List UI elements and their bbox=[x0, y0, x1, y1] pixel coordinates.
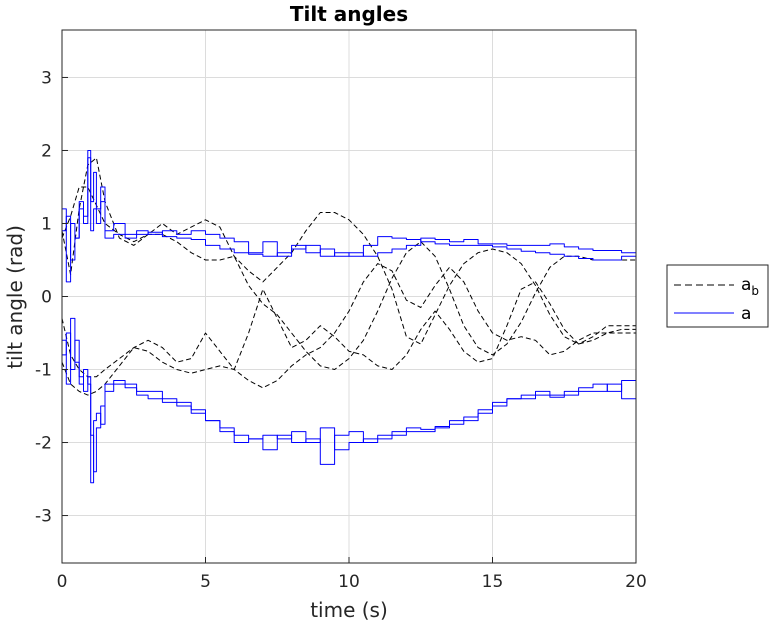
series-lines bbox=[61, 150, 637, 484]
y-tick-label: -2 bbox=[35, 434, 52, 454]
legend-label-a: a bbox=[741, 304, 751, 324]
x-axis-label: time (s) bbox=[310, 598, 388, 622]
series-line-a-b-0 bbox=[61, 157, 636, 345]
y-axis-label: tilt angle (rad) bbox=[3, 225, 27, 369]
x-tick-label: 20 bbox=[625, 572, 647, 592]
series-line-a-b-3 bbox=[61, 263, 636, 396]
y-tick-label: 2 bbox=[41, 141, 52, 161]
series-line-a-b-2 bbox=[61, 281, 636, 378]
x-tick-label: 15 bbox=[482, 572, 504, 592]
y-tick-label: -1 bbox=[35, 361, 52, 381]
chart-title: Tilt angles bbox=[290, 2, 408, 26]
x-tick-label: 0 bbox=[57, 572, 68, 592]
series-line-a-6 bbox=[62, 317, 637, 484]
axis-ticks: 0 5 10 15 20 -3 -2 -1 0 1 2 3 bbox=[35, 68, 647, 592]
legend-box bbox=[666, 264, 769, 328]
legend: ab a bbox=[666, 264, 769, 328]
y-tick-label: 3 bbox=[41, 68, 52, 88]
y-tick-label: 0 bbox=[41, 288, 52, 308]
series-line-a-b-1 bbox=[61, 186, 636, 370]
series-line-a-7 bbox=[62, 332, 637, 473]
grid bbox=[61, 30, 637, 563]
y-tick-label: 1 bbox=[41, 214, 52, 234]
x-tick-label: 5 bbox=[200, 572, 211, 592]
y-tick-label: -3 bbox=[35, 507, 52, 527]
series-line-a-5 bbox=[62, 150, 637, 261]
x-tick-label: 10 bbox=[338, 572, 360, 592]
series-line-a-4 bbox=[62, 157, 637, 283]
legend-label-a-b: ab bbox=[741, 275, 759, 298]
